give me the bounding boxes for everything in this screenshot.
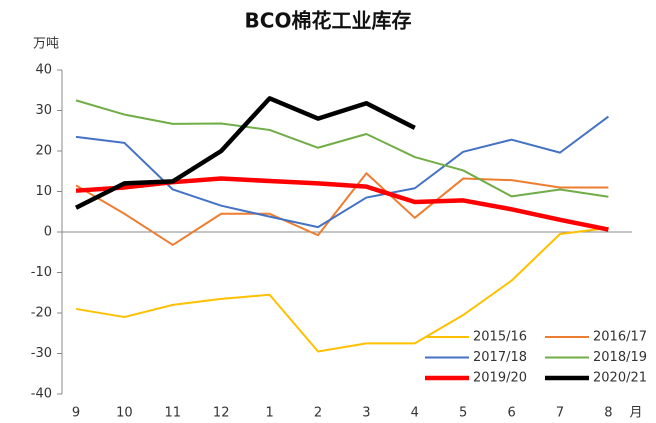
x-axis-label: 月 xyxy=(629,406,642,421)
x-tick-label: 6 xyxy=(507,406,515,421)
y-tick-label: -10 xyxy=(31,265,52,280)
y-tick-label: 0 xyxy=(44,225,52,240)
legend-label: 2019/20 xyxy=(473,371,527,386)
series-line xyxy=(75,172,609,246)
legend-label: 2016/17 xyxy=(593,330,647,345)
x-tick-label: 9 xyxy=(72,406,80,421)
y-tick-label: 20 xyxy=(35,144,52,159)
y-tick-label: -30 xyxy=(31,346,52,361)
series-line xyxy=(75,226,609,353)
x-tick-label: 2 xyxy=(314,406,322,421)
x-tick-label: 5 xyxy=(459,406,467,421)
legend-label: 2020/21 xyxy=(593,371,647,386)
y-tick-label: 10 xyxy=(35,184,52,199)
x-tick-label: 1 xyxy=(265,406,273,421)
x-tick-label: 3 xyxy=(362,406,370,421)
y-tick-label: 30 xyxy=(35,103,52,118)
legend-label: 2017/18 xyxy=(473,350,527,365)
series-line xyxy=(75,99,609,198)
series-line xyxy=(74,96,416,210)
x-tick-label: 8 xyxy=(604,406,612,421)
y-axis-label: 万吨 xyxy=(33,37,59,52)
series-line xyxy=(75,115,609,229)
legend-label: 2018/19 xyxy=(593,350,647,365)
y-tick-label: -40 xyxy=(31,387,52,402)
x-tick-label: 4 xyxy=(411,406,419,421)
y-tick-label: -20 xyxy=(31,306,52,321)
legend-label: 2015/16 xyxy=(473,330,527,345)
x-tick-label: 7 xyxy=(556,406,564,421)
x-tick-label: 10 xyxy=(116,406,133,421)
x-tick-label: 11 xyxy=(165,406,182,421)
y-tick-label: 40 xyxy=(35,63,52,78)
chart-title: BCO棉花工业库存 xyxy=(245,9,412,33)
x-tick-label: 12 xyxy=(213,406,230,421)
